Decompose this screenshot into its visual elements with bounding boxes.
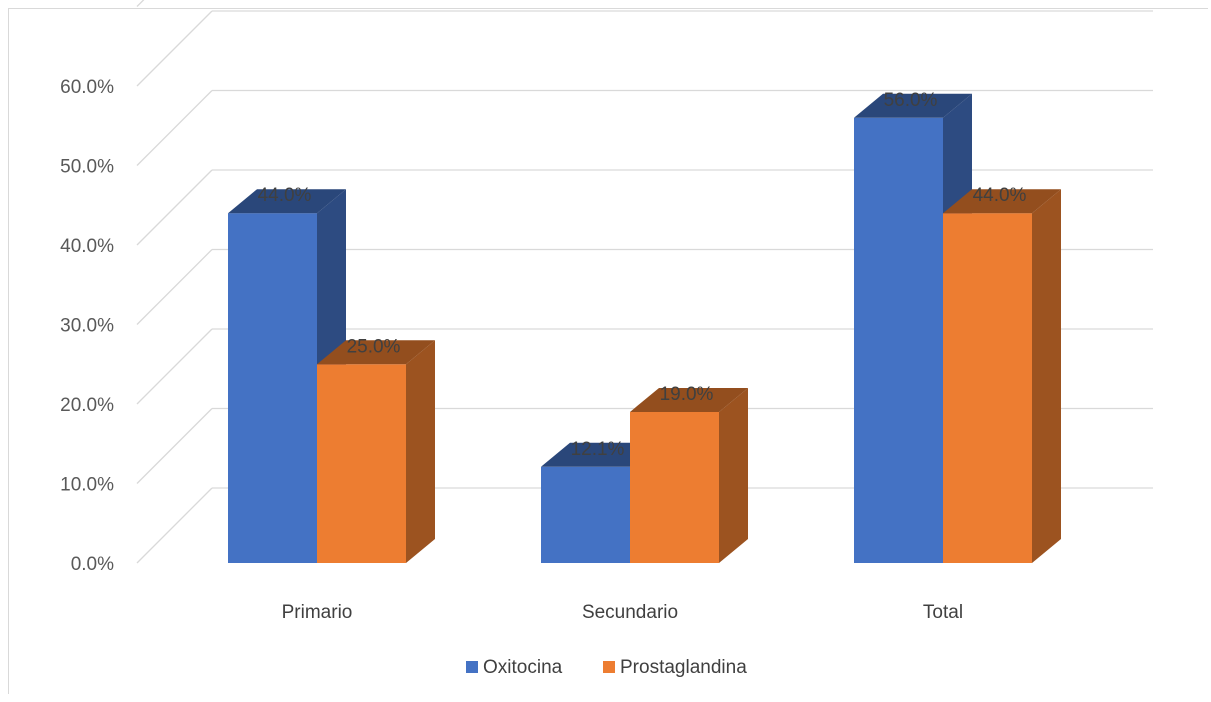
legend: Oxitocina Prostaglandina — [466, 657, 747, 678]
bar — [228, 213, 317, 563]
data-label: 44.0% — [973, 185, 1027, 206]
bar-side — [406, 340, 435, 563]
y-tick-label: 30.0% — [60, 316, 114, 337]
y-axis-ticks: 0.0% 10.0% 20.0% 30.0% 40.0% 50.0% 60.0% — [60, 77, 114, 575]
bar-top — [943, 189, 1061, 214]
gridline-diagonal — [136, 169, 213, 246]
bar-top — [630, 387, 748, 412]
gridline-diagonal — [136, 408, 213, 484]
data-label: 44.0% — [258, 185, 312, 206]
y-tick-label: 50.0% — [60, 157, 114, 178]
bar — [630, 411, 719, 563]
gridline-diagonal — [136, 0, 145, 7]
category-label: Secundario — [582, 602, 678, 623]
bar — [541, 466, 630, 563]
legend-label: Prostaglandina — [620, 657, 747, 678]
category-labels: Primario Secundario Total — [282, 602, 963, 623]
data-label: 25.0% — [347, 336, 401, 357]
bar — [854, 117, 943, 564]
bar-side — [719, 387, 748, 563]
bar-side — [1032, 189, 1061, 563]
gridline-diagonal — [136, 10, 213, 87]
bar — [317, 364, 406, 563]
legend-swatch — [603, 661, 615, 673]
bar — [943, 213, 1032, 563]
gridline-diagonal — [136, 487, 213, 564]
y-tick-label: 20.0% — [60, 395, 114, 416]
y-tick-label: 60.0% — [60, 77, 114, 98]
bar-top — [854, 93, 972, 118]
category-label: Primario — [282, 602, 353, 623]
legend-label: Oxitocina — [483, 657, 563, 678]
bars — [228, 93, 1061, 564]
gridline-diagonal — [136, 249, 213, 325]
y-tick-label: 40.0% — [60, 236, 114, 257]
y-tick-label: 10.0% — [60, 475, 114, 496]
data-label: 56.0% — [884, 90, 938, 111]
legend-swatch — [466, 661, 478, 673]
y-tick-label: 0.0% — [71, 554, 114, 575]
gridline-diagonal — [136, 328, 213, 405]
data-labels: 44.0% 25.0% 12.1% 19.0% 56.0% 44.0% — [258, 90, 1027, 460]
data-label: 19.0% — [660, 384, 714, 405]
gridline-diagonal — [136, 90, 213, 166]
bar-top — [228, 189, 346, 214]
bar-top — [317, 340, 435, 365]
data-label: 12.1% — [571, 439, 625, 460]
category-label: Total — [923, 602, 963, 623]
bar-top — [541, 442, 659, 467]
